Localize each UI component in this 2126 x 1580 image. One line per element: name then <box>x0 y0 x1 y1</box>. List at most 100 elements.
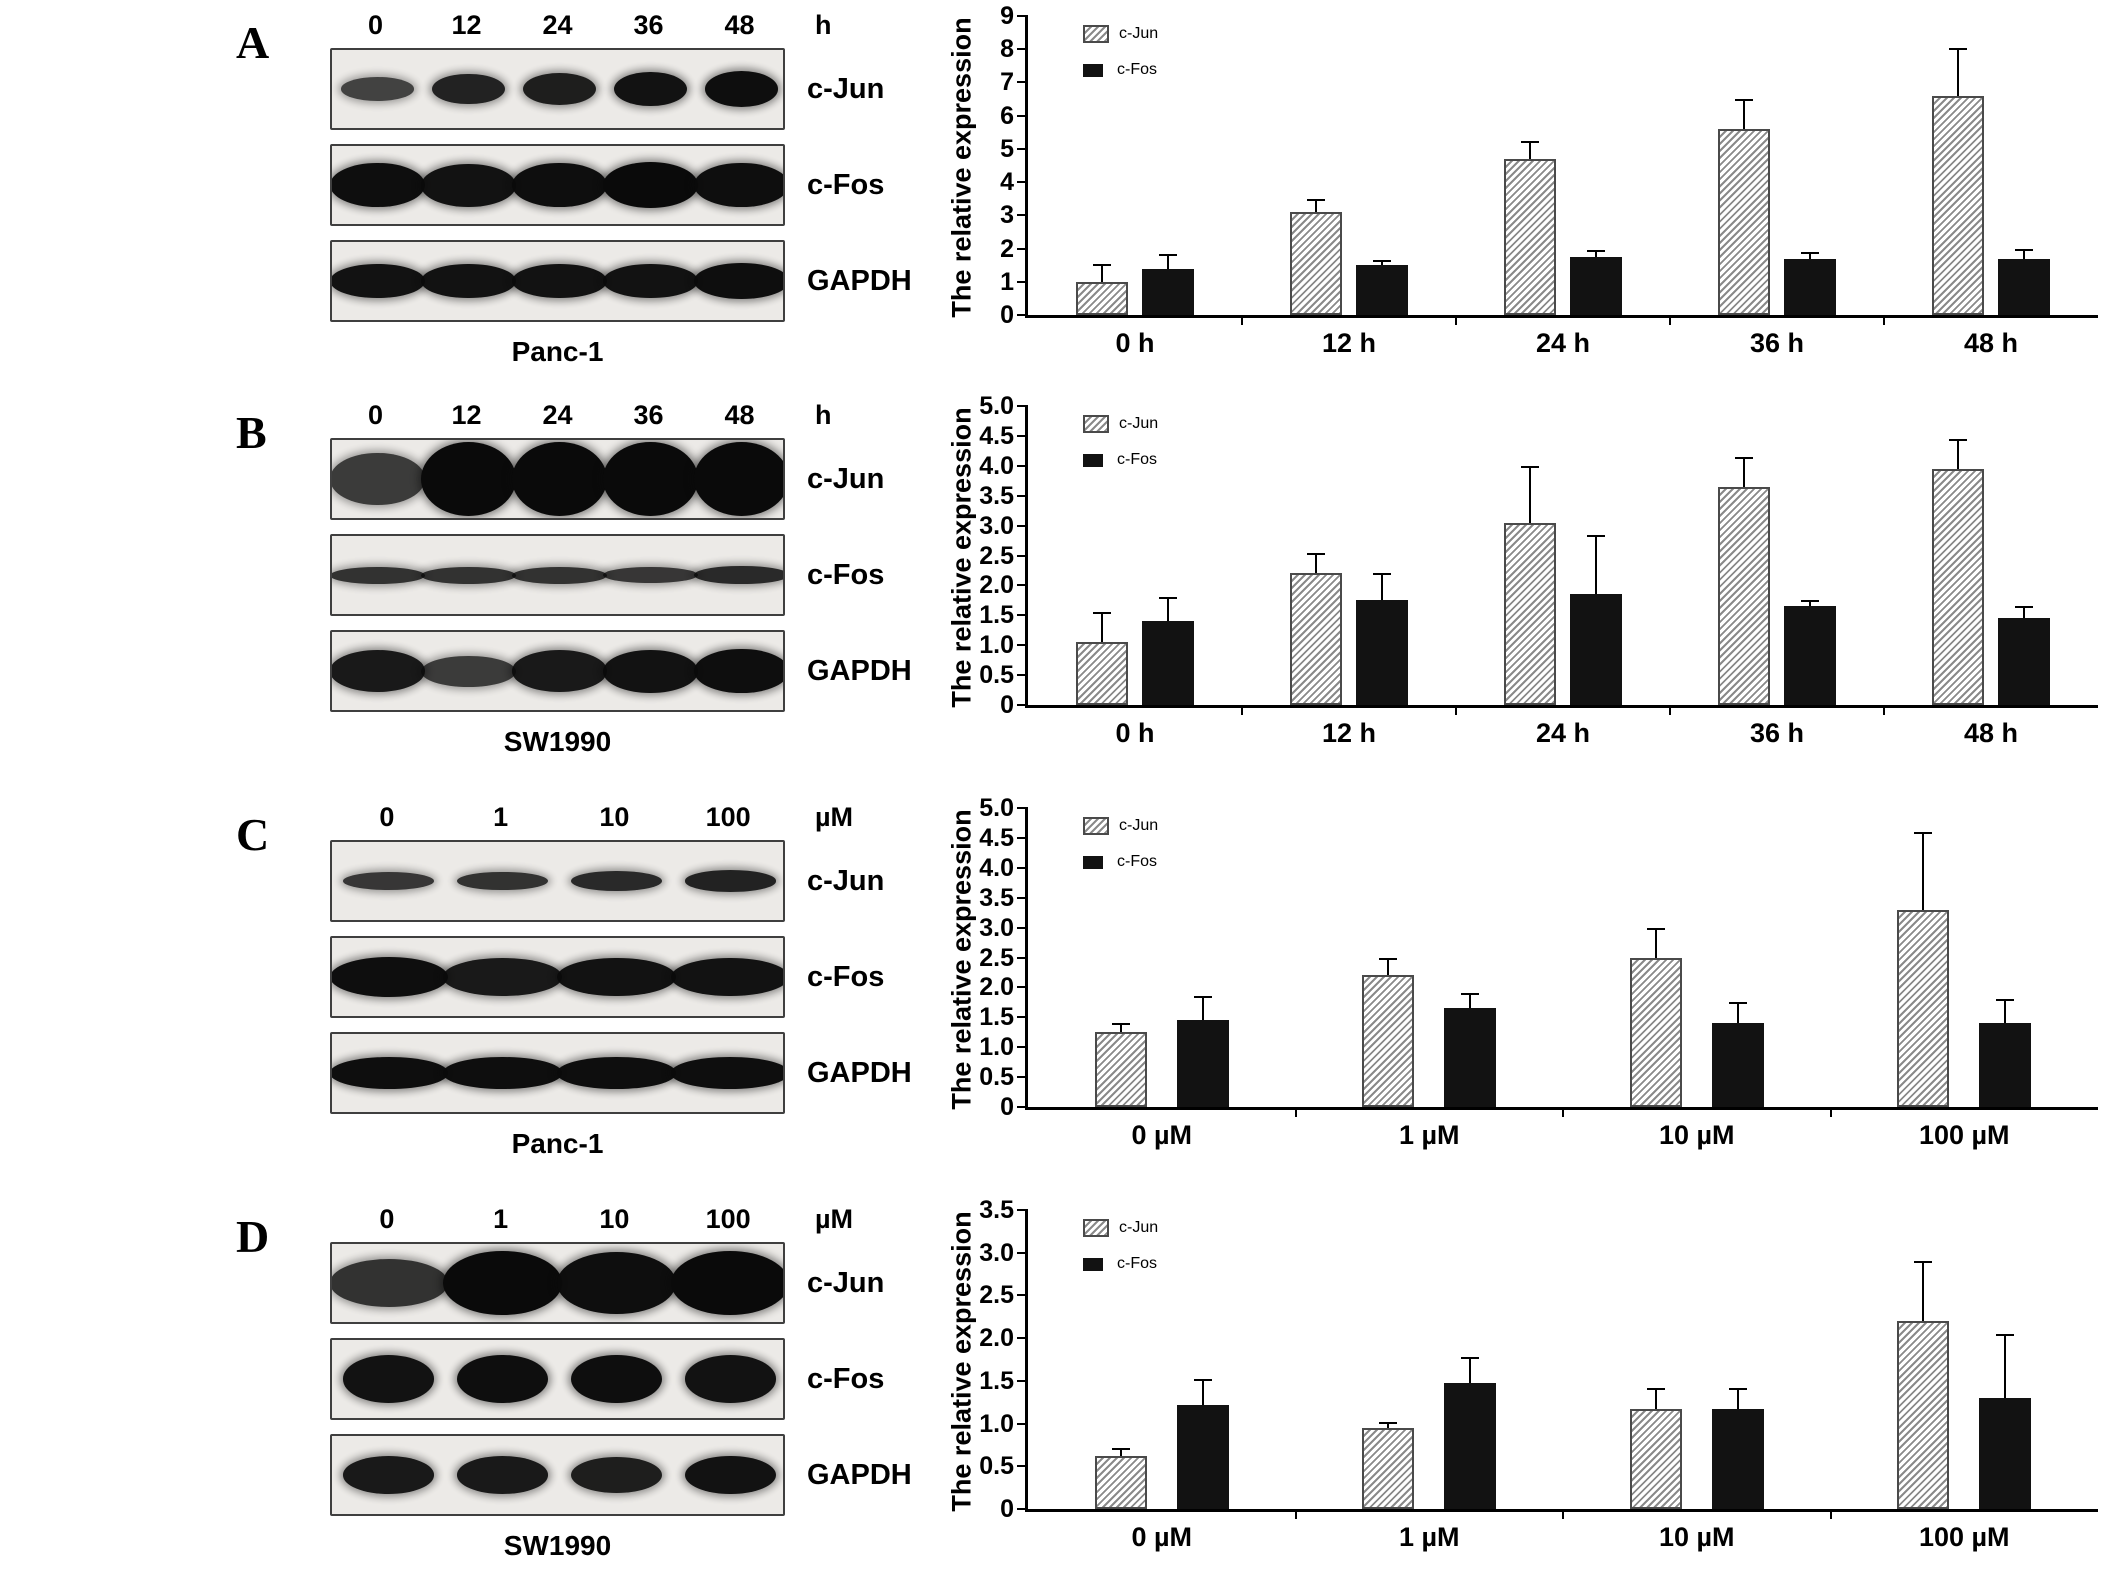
error-bar-cap <box>1159 253 1177 256</box>
legend-swatch-c-Jun <box>1083 1219 1109 1237</box>
lane-label: 24 <box>542 400 573 430</box>
blot-strip <box>330 438 785 520</box>
blot-band <box>684 870 776 892</box>
blot-band <box>570 870 662 892</box>
unit-label: µM <box>815 1204 854 1234</box>
error-bar-cap <box>1801 251 1819 254</box>
blot-band <box>694 648 783 694</box>
y-tick-label: 1 <box>1000 267 1014 296</box>
y-tick-label: 1.5 <box>979 1003 1014 1032</box>
cell-line-label: Panc-1 <box>511 336 604 367</box>
error-bar <box>1119 1447 1122 1457</box>
error-bar <box>1736 1387 1739 1410</box>
blot-row-label: c-Fos <box>807 559 885 591</box>
bar-c-Fos <box>1444 1382 1497 1509</box>
error-bar <box>1167 253 1169 269</box>
blot-strip <box>330 936 785 1018</box>
x-tick-label: 0 µM <box>1131 1522 1193 1552</box>
lane-label: 0 <box>367 10 384 40</box>
error-bar-cap <box>1996 999 2015 1002</box>
blot-band <box>443 958 562 996</box>
lane-label: 48 <box>724 10 755 40</box>
blot-band <box>570 1457 662 1493</box>
error-bar <box>1736 1002 1739 1024</box>
legend-label: c-Fos <box>1117 61 1157 78</box>
blot-strip-row: c-Fos <box>330 1338 1090 1420</box>
error-bar-cap <box>1521 465 1539 468</box>
error-bar-cap <box>1111 1447 1130 1450</box>
bar-c-Fos <box>1570 256 1622 315</box>
blot-strip-row: c-Jun <box>330 48 1090 130</box>
blot-band <box>332 650 425 692</box>
y-tick <box>1017 1465 1028 1468</box>
blot-band <box>705 71 778 107</box>
y-tick <box>1017 1046 1028 1049</box>
bar-c-Fos <box>1998 258 2050 315</box>
lane-label: 1 <box>493 1204 509 1234</box>
blot-band <box>421 163 516 207</box>
y-tick <box>1017 1294 1028 1297</box>
bar-c-Jun <box>1718 486 1770 705</box>
blot-band <box>512 162 607 208</box>
bar-chart: The relative expression 0 0.5 1.0 1.5 2.0 2.5 3… <box>940 1196 2120 1567</box>
y-tick <box>1017 15 1028 17</box>
blot-band <box>457 1456 549 1494</box>
error-bar-cap <box>1587 250 1605 253</box>
blot-row-label: GAPDH <box>807 265 912 297</box>
x-tick <box>1669 316 1671 325</box>
unit-label: h <box>815 10 832 40</box>
error-bar <box>2023 248 2025 259</box>
x-tick-label: 0 h <box>1115 718 1155 748</box>
bar-chart: The relative expression 0 0.5 1.0 1.5 2.0 2.5 3… <box>940 794 2120 1165</box>
blot-row-label: GAPDH <box>807 655 912 687</box>
lane-label: 1 <box>493 802 509 832</box>
bar-c-Jun <box>1094 1032 1147 1107</box>
x-tick <box>1294 1510 1297 1519</box>
y-tick <box>1017 614 1028 617</box>
blot-band <box>421 655 516 687</box>
blot-band <box>457 1354 549 1404</box>
y-tick-label: 3 <box>1000 201 1014 230</box>
bar-c-Fos <box>1711 1409 1764 1509</box>
blot-strip <box>330 1032 785 1114</box>
bar-c-Jun <box>1362 1427 1415 1509</box>
error-bar <box>1957 47 1959 96</box>
y-tick-label: 0 <box>1000 691 1014 719</box>
blot-strip-row: GAPDH <box>330 240 1090 322</box>
error-bar-cap <box>1307 552 1325 555</box>
y-tick <box>1017 1508 1028 1510</box>
error-bar <box>1595 250 1597 257</box>
blot-band <box>614 71 687 107</box>
lane-label: 0 <box>367 400 384 430</box>
cell-line-label: Panc-1 <box>511 1128 604 1159</box>
x-tick-label: 0 µM <box>1131 1120 1193 1150</box>
y-tick-label: 2.0 <box>979 571 1014 600</box>
bar-c-Fos <box>1570 594 1622 705</box>
y-tick <box>1017 48 1028 51</box>
y-tick-label: 2.5 <box>979 541 1014 570</box>
blot-band <box>512 650 607 692</box>
blot-band <box>570 1354 662 1404</box>
blot-band <box>343 1355 435 1403</box>
y-tick-label: 4.5 <box>979 421 1014 450</box>
y-tick <box>1017 554 1028 557</box>
blot-band <box>512 566 607 584</box>
bar-c-Fos <box>1979 1023 2032 1107</box>
y-tick-label: 5 <box>1000 134 1014 163</box>
x-tick <box>1455 316 1457 325</box>
y-tick <box>1017 494 1028 497</box>
x-tick-label: 12 h <box>1321 718 1377 748</box>
blot-strip <box>330 240 785 322</box>
bar-c-Jun <box>1362 975 1415 1107</box>
error-bar-cap <box>1646 1387 1665 1390</box>
error-bar <box>1387 957 1390 976</box>
bar-c-Jun <box>1932 95 1984 315</box>
chart-plot-area: 0 1 2 3 4 5 6 7 8 9 0 h 12 h 24 h 36 h 48 h c-Jun c-Fos <box>1000 2 2098 358</box>
blot-band <box>332 263 425 299</box>
error-bar <box>1809 600 1811 607</box>
blot-strip-row: c-Fos <box>330 534 1090 616</box>
legend-label: c-Fos <box>1117 853 1157 870</box>
blot-band <box>684 1355 776 1403</box>
error-bar <box>1381 260 1383 266</box>
blot-band <box>332 1259 449 1307</box>
